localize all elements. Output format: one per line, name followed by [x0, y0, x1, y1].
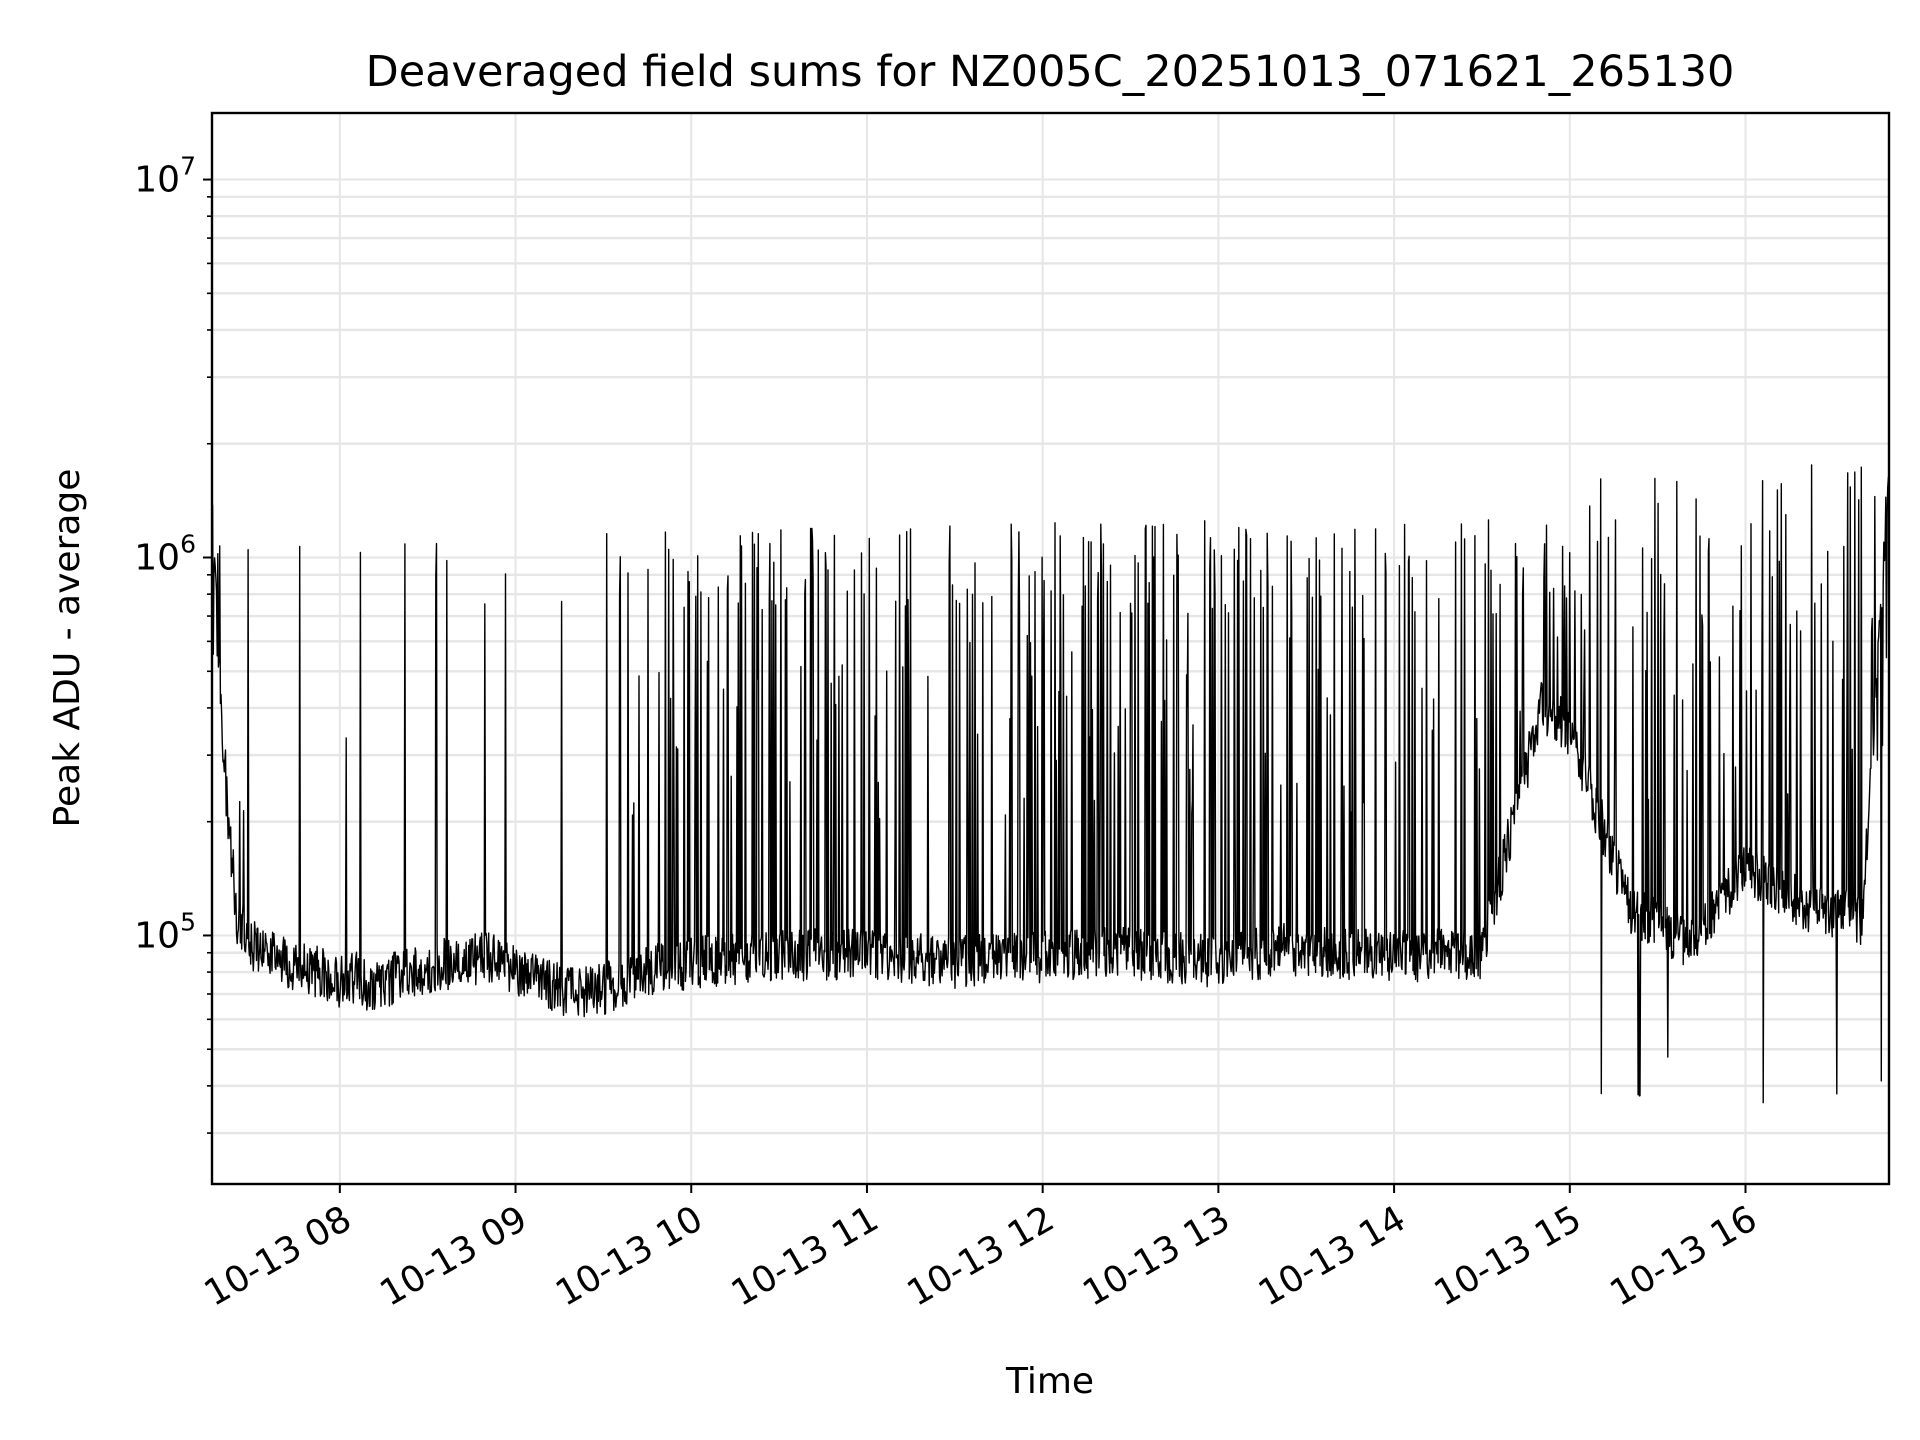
series-layer	[211, 464, 1890, 1104]
series-line	[211, 464, 1890, 1104]
plot-frame	[210, 111, 1891, 1186]
y-tick-label: 105	[134, 907, 196, 956]
y-axis-label: Peak ADU - average	[47, 469, 88, 828]
x-axis-label: Time	[1005, 1361, 1094, 1402]
y-axis: 105 106 107	[134, 152, 212, 1134]
y-tick-label: 106	[134, 530, 196, 579]
chart-title: Deaveraged field sums for NZ005C_2025101…	[366, 47, 1735, 97]
y-tick-label: 107	[134, 152, 196, 201]
